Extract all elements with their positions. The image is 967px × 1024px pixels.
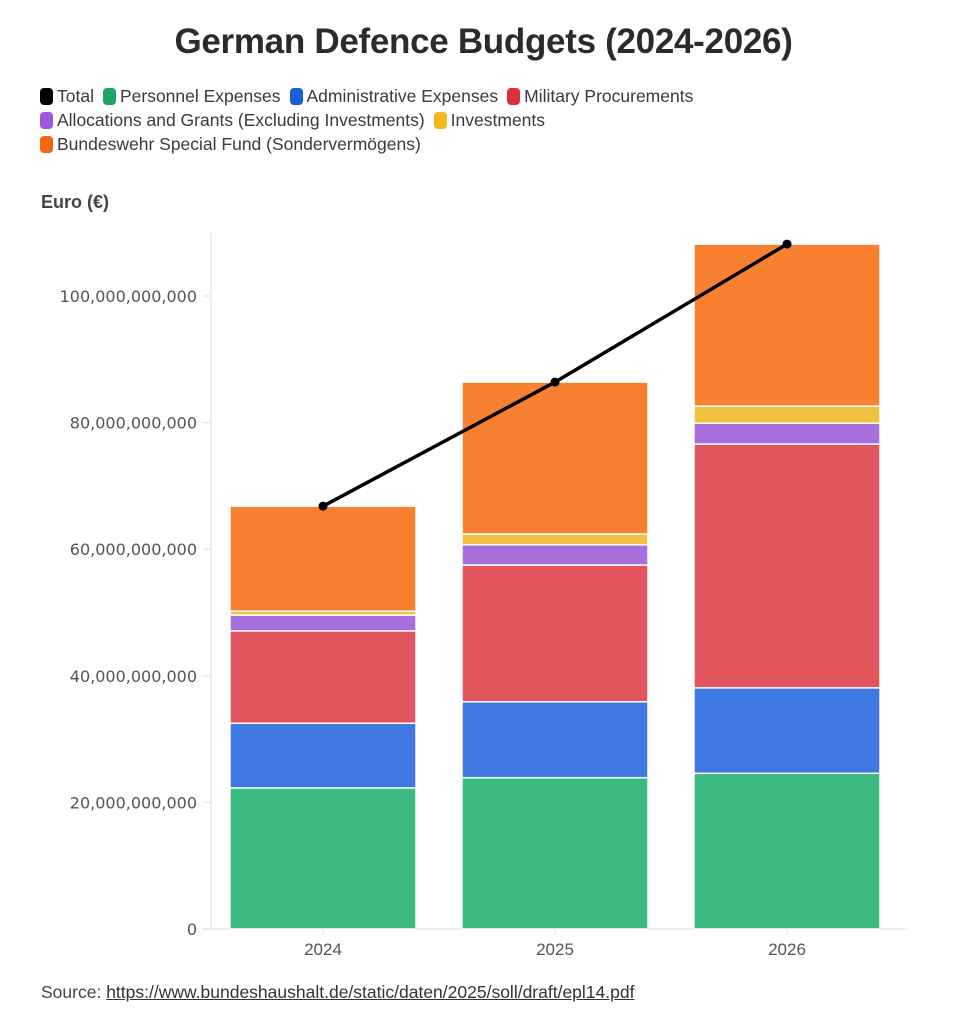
total-point-2024[interactable] [318,501,328,511]
legend-item-total[interactable]: Total [40,86,94,107]
total-line-layer [318,239,792,511]
legend-swatch-special-fund [40,135,53,153]
bar-allocations-and-grants-excluding-investments-2025[interactable] [461,544,649,566]
legend-swatch-administrative [289,87,303,105]
legend-row-3: Bundeswehr Special Fund (Sondervermögens… [40,132,940,156]
total-point-2025[interactable] [550,377,560,387]
legend-swatch-personnel [102,87,116,105]
legend-swatch-total [40,87,53,105]
legend-item-investments[interactable]: Investments [433,109,546,131]
total-point-2026[interactable] [782,239,792,249]
legend-item-procurement[interactable]: Military Procurements [507,86,693,107]
bar-allocations-and-grants-excluding-investments-2024[interactable] [229,614,417,632]
bar-military-procurements-2024[interactable] [229,630,417,725]
bar-stack-2025 [461,381,649,930]
legend-label-allocations: Allocations and Grants (Excluding Invest… [57,109,425,130]
y-tick-label: 100,000,000,000 [60,287,197,306]
legend-swatch-allocations [40,111,53,129]
legend-item-allocations[interactable]: Allocations and Grants (Excluding Invest… [40,110,425,131]
legend-swatch-investments [433,111,447,129]
y-tick-label: 40,000,000,000 [70,667,197,686]
bar-allocations-and-grants-excluding-investments-2026[interactable] [693,422,881,445]
bar-bundeswehr-special-fund-sonderverm-gens-2024[interactable] [229,505,417,612]
bar-personnel-expenses-2025[interactable] [461,776,649,930]
source-link[interactable]: https://www.bundeshaushalt.de/static/dat… [106,982,635,1002]
source-prefix: Source: [41,982,102,1002]
bar-personnel-expenses-2026[interactable] [693,772,881,930]
bar-stack-2024 [229,505,417,930]
legend-item-personnel[interactable]: Personnel Expenses [102,85,281,107]
bar-bundeswehr-special-fund-sonderverm-gens-2025[interactable] [461,381,649,535]
bar-administrative-expenses-2024[interactable] [229,722,417,789]
bar-administrative-expenses-2026[interactable] [693,687,881,775]
chart-title: German Defence Budgets (2024-2026) [174,22,793,61]
bar-bundeswehr-special-fund-sonderverm-gens-2026[interactable] [693,243,881,407]
axes: 0 20,000,000,000 40,000,000,000 60,000,000,… [60,233,907,959]
bar-investments-2025[interactable] [461,533,649,546]
y-tick-label: 0 [187,920,197,939]
y-axis-label: Euro (€) [41,192,110,212]
legend-swatch-procurement [507,87,521,105]
y-tick-label: 80,000,000,000 [70,414,197,433]
y-tick-label: 60,000,000,000 [70,540,197,559]
bar-military-procurements-2025[interactable] [461,564,649,703]
x-tick-label: 2026 [768,940,806,959]
bars [229,243,881,930]
bar-administrative-expenses-2025[interactable] [461,701,649,779]
legend-item-special-fund[interactable]: Bundeswehr Special Fund (Sondervermögens… [40,134,421,155]
legend-label-personnel: Personnel Expenses [119,85,281,106]
source-note: Source: https://www.bundeshaushalt.de/st… [41,982,634,1003]
legend-label-investments: Investments [450,109,546,130]
bar-stack-2026 [693,243,881,930]
legend: Total Personnel Expenses Administrative … [40,84,940,156]
legend-row-1: Total Personnel Expenses Administrative … [40,84,940,108]
bar-personnel-expenses-2024[interactable] [229,787,417,930]
legend-label-special-fund: Bundeswehr Special Fund (Sondervermögens… [57,133,421,154]
bar-investments-2026[interactable] [693,405,881,424]
legend-row-2: Allocations and Grants (Excluding Invest… [40,108,940,132]
x-tick-label: 2025 [536,940,574,959]
legend-label-procurement: Military Procurements [524,85,694,106]
y-tick-label: 20,000,000,000 [70,793,197,812]
legend-label-administrative: Administrative Expenses [306,85,499,106]
x-tick-label: 2024 [304,940,342,959]
bar-military-procurements-2026[interactable] [693,443,881,689]
legend-label-total: Total [57,85,94,106]
legend-item-administrative[interactable]: Administrative Expenses [289,85,499,107]
